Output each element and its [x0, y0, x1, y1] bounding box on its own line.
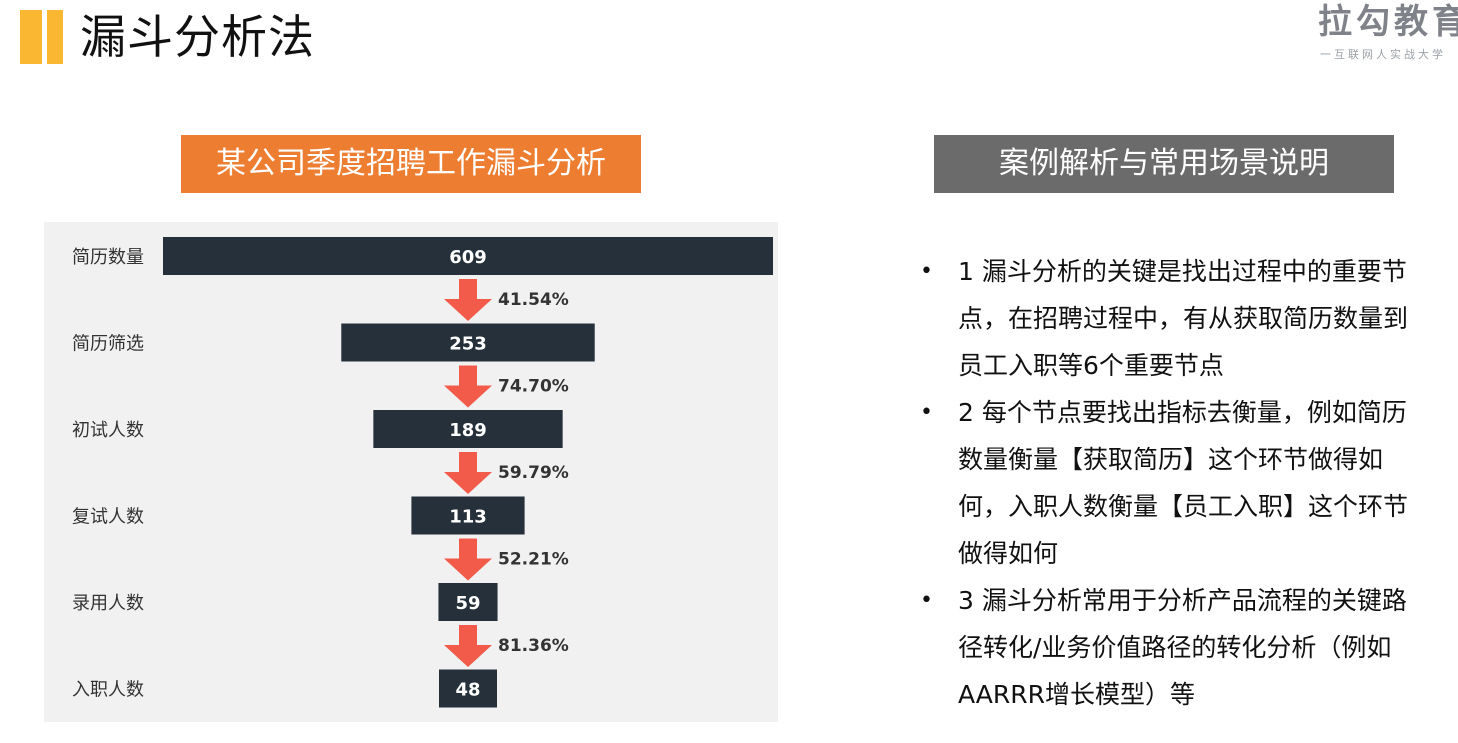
explanation-text: 3 漏斗分析常用于分析产品流程的关键路径转化/业务价值路径的转化分析（例如AAR… — [958, 586, 1407, 709]
explanation-text: 2 每个节点要找出指标去衡量，例如简历数量衡量【获取简历】这个环节做得如何，入职… — [958, 398, 1409, 568]
funnel-bar — [373, 410, 563, 448]
bar-value-label: 59 — [455, 593, 480, 614]
funnel-bar — [163, 237, 773, 275]
funnel-bar — [411, 496, 525, 535]
explanation-text: 1 漏斗分析的关键是找出过程中的重要节点，在招聘过程中，有从获取简历数量到员工入… — [958, 257, 1409, 380]
bar-value-label: 253 — [449, 334, 487, 355]
accent-bar-narrow — [47, 10, 63, 64]
explanation-item: • 2 每个节点要找出指标去衡量，例如简历数量衡量【获取简历】这个环节做得如何，入… — [918, 389, 1428, 577]
bullet-marker: • — [920, 588, 933, 613]
funnel-chart-panel: 609 简历数量 41.54% 253 简历筛选 74.70% 189 初试人数 59.79% 1… — [44, 222, 778, 722]
explanation-item: • 1 漏斗分析的关键是找出过程中的重要节点，在招聘过程中，有从获取简历数量到员工… — [918, 248, 1428, 389]
explanation-list: • 1 漏斗分析的关键是找出过程中的重要节点，在招聘过程中，有从获取简历数量到员工… — [918, 248, 1428, 718]
bullet-marker: • — [920, 259, 933, 284]
conversion-arrow-icon — [444, 279, 492, 321]
stage-label: 录用人数 — [72, 593, 144, 614]
funnel-bar — [341, 323, 595, 362]
funnel-chart: 609 简历数量 41.54% 253 简历筛选 74.70% 189 初试人数 59.79% 1… — [72, 237, 773, 708]
page-title: 漏斗分析法 — [80, 10, 315, 64]
stage-label: 简历数量 — [72, 247, 144, 268]
conversion-rate-label: 81.36% — [498, 636, 569, 656]
conversion-arrow-icon — [444, 452, 492, 494]
stage-label: 入职人数 — [72, 680, 144, 701]
conversion-rate-label: 52.21% — [498, 550, 569, 570]
explanation-header: 案例解析与常用场景说明 — [934, 135, 1394, 193]
bullet-marker: • — [920, 400, 933, 425]
logo-tagline: 一互联网人实战大学 — [1320, 48, 1446, 61]
bar-value-label: 189 — [449, 420, 487, 441]
bar-value-label: 113 — [449, 507, 487, 528]
bar-value-label: 48 — [455, 680, 480, 701]
accent-bar-wide — [20, 10, 42, 64]
stage-label: 简历筛选 — [72, 334, 144, 355]
explanation-item: • 3 漏斗分析常用于分析产品流程的关键路径转化/业务价值路径的转化分析（例如AA… — [918, 577, 1428, 718]
conversion-rate-label: 74.70% — [498, 377, 569, 397]
conversion-arrow-icon — [444, 538, 492, 581]
funnel-bar — [439, 669, 497, 708]
conversion-rate-label: 59.79% — [498, 463, 569, 483]
stage-label: 初试人数 — [72, 420, 144, 441]
stage-label: 复试人数 — [72, 507, 144, 528]
conversion-rate-label: 41.54% — [498, 290, 569, 310]
brand-logo: 拉勾教育 一互联网人实战大学 — [1318, 2, 1458, 66]
logo-wordmark: 拉勾教育 — [1318, 2, 1458, 42]
bar-value-label: 609 — [449, 247, 487, 268]
title-accent-bars — [20, 10, 68, 64]
conversion-arrow-icon — [444, 625, 492, 667]
funnel-bar — [438, 583, 498, 621]
conversion-arrow-icon — [444, 365, 492, 408]
chart-header: 某公司季度招聘工作漏斗分析 — [181, 135, 641, 193]
